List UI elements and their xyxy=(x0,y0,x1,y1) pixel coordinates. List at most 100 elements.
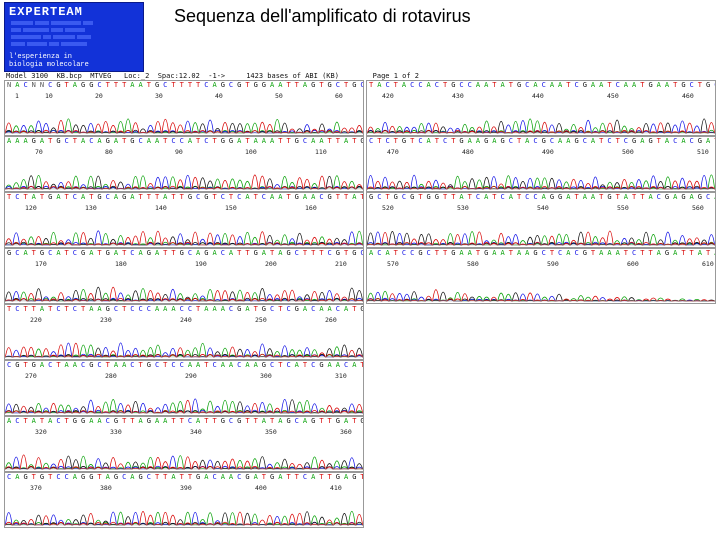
basecall-row: ACATCCGCTTGAATGAATAAGCTCACGTAAATCTTAGATT… xyxy=(367,249,715,260)
ruler-tick: 450 xyxy=(607,92,619,100)
ruler-tick: 160 xyxy=(305,204,317,212)
ruler: 570 580 590 600 610 xyxy=(367,260,715,267)
ruler: 320 330 340 350 360 xyxy=(5,428,363,435)
chroma-panel: AAAGATGCTACAGATGCAATCCATCTGGATAAATTGCAAT… xyxy=(4,136,364,192)
trace-svg xyxy=(5,211,363,247)
ruler-tick: 510 xyxy=(697,148,709,156)
ruler-tick: 180 xyxy=(115,260,127,268)
ruler-tick: 500 xyxy=(622,148,634,156)
ruler-tick: 370 xyxy=(30,484,42,492)
basecall-row: NACNNCGTAGGCTTTAATGCTTTTCAGCGTGGAATTAGTG… xyxy=(5,81,363,92)
ruler-tick: 470 xyxy=(387,148,399,156)
basecall-row: CAGTGTCCAGGTAGCAGCTTATTGACAACGATGATTCATT… xyxy=(5,473,363,484)
ruler-tick: 540 xyxy=(537,204,549,212)
ruler-tick: 230 xyxy=(100,316,112,324)
ruler-tick: 60 xyxy=(335,92,343,100)
ruler-tick: 610 xyxy=(702,260,714,268)
ruler-tick: 170 xyxy=(35,260,47,268)
chroma-panel: ACATCCGCTTGAATGAATAAGCTCACGTAAATCTTAGATT… xyxy=(366,248,716,304)
ruler-tick: 290 xyxy=(185,372,197,380)
chroma-panel: ACTATACTGGAACGTTAGAATTCATTGCGTTATAGCAGTT… xyxy=(4,416,364,472)
ruler-tick: 270 xyxy=(25,372,37,380)
ruler: 708090100110 xyxy=(5,148,363,155)
basecall-row: AAAGATGCTACAGATGCAATCCATCTGGATAAATTGCAAT… xyxy=(5,137,363,148)
logo-graphic xyxy=(11,21,137,46)
ruler-tick: 110 xyxy=(315,148,327,156)
ruler-tick: 10 xyxy=(45,92,53,100)
ruler-tick: 530 xyxy=(457,204,469,212)
ruler-tick: 580 xyxy=(467,260,479,268)
ruler-tick: 560 xyxy=(692,204,704,212)
ruler-tick: 30 xyxy=(155,92,163,100)
chroma-panel: CTCTGTCATCTGAAGAGCTACGCAAGCATCTCGAGTACAC… xyxy=(366,136,716,192)
ruler-tick: 490 xyxy=(542,148,554,156)
ruler-tick: 420 xyxy=(382,92,394,100)
chroma-panel: GCATGCATCGATGATCAGATTGCAGACATTGATAGCTTTC… xyxy=(4,248,364,304)
chroma-panel: GCTGCGTGGTTATCATCATCCAGGATAATGTATTACGAGA… xyxy=(366,192,716,248)
ruler-tick: 70 xyxy=(35,148,43,156)
ruler-tick: 410 xyxy=(330,484,342,492)
ruler-tick: 430 xyxy=(452,92,464,100)
ruler-tick: 40 xyxy=(215,92,223,100)
trace-svg xyxy=(367,267,715,303)
ruler-tick: 220 xyxy=(30,316,42,324)
ruler-tick: 140 xyxy=(155,204,167,212)
ruler-tick: 400 xyxy=(255,484,267,492)
ruler-tick: 200 xyxy=(265,260,277,268)
trace-svg xyxy=(367,211,715,247)
ruler-tick: 1 xyxy=(15,92,19,100)
chroma-panel: TACTACCACTGCCAATATGCACAATCGAATCAATGAATGC… xyxy=(366,80,716,136)
chroma-panel: CAGTGTCCAGGTAGCAGCTTATTGACAACGATGATTCATT… xyxy=(4,472,364,528)
logo: EXPERTEAM l'esperienza inbiologia moleco… xyxy=(4,2,144,72)
trace-svg xyxy=(5,323,363,359)
ruler: 170 180 190 200 210 xyxy=(5,260,363,267)
basecall-row: TACTACCACTGCCAATATGCACAATCGAATCAATGAATGC… xyxy=(367,81,715,92)
chroma-panel: TCTATGATCATGCAGATTTATTGCGTCTCATCAATGAACG… xyxy=(4,192,364,248)
basecall-row: CGTGACTAACGCTAACTGCTCCAATCAACAAGCTCATCGA… xyxy=(5,361,363,372)
chroma-panel: CGTGACTAACGCTAACTGCTCCAATCAACAAGCTCATCGA… xyxy=(4,360,364,416)
trace-svg xyxy=(5,267,363,303)
header: EXPERTEAM l'esperienza inbiologia moleco… xyxy=(0,0,720,72)
ruler-tick: 570 xyxy=(387,260,399,268)
chroma-panel: NACNNCGTAGGCTTTAATGCTTTTCAGCGTGGAATTAGTG… xyxy=(4,80,364,136)
ruler: 1 10 20 30 40 50 60 xyxy=(5,92,363,99)
basecall-row: GCTGCGTGGTTATCATCATCCAGGATAATGTATTACGAGA… xyxy=(367,193,715,204)
ruler: 370380390400410 xyxy=(5,484,363,491)
ruler-tick: 440 xyxy=(532,92,544,100)
ruler-tick: 330 xyxy=(110,428,122,436)
ruler: 270280290300310 xyxy=(5,372,363,379)
ruler: 120130140150160 xyxy=(5,204,363,211)
ruler-tick: 210 xyxy=(335,260,347,268)
ruler-tick: 310 xyxy=(335,372,347,380)
ruler-tick: 590 xyxy=(547,260,559,268)
ruler-tick: 360 xyxy=(340,428,352,436)
trace-svg xyxy=(5,435,363,471)
ruler-tick: 350 xyxy=(265,428,277,436)
ruler-tick: 50 xyxy=(275,92,283,100)
logo-text: EXPERTEAM xyxy=(9,5,139,19)
ruler-tick: 380 xyxy=(100,484,112,492)
ruler-tick: 320 xyxy=(35,428,47,436)
trace-svg xyxy=(5,379,363,415)
trace-svg xyxy=(5,99,363,135)
meta-line: Model 3100 KB.bcp MTVEG Loc:_2 Spac:12.0… xyxy=(0,72,720,80)
trace-svg xyxy=(5,491,363,527)
ruler-tick: 240 xyxy=(180,316,192,324)
ruler-tick: 600 xyxy=(627,260,639,268)
chroma-col-right: TACTACCACTGCCAATATGCACAATCGAATCAATGAATGC… xyxy=(366,80,716,304)
trace-svg xyxy=(367,155,715,191)
trace-svg xyxy=(5,155,363,191)
ruler-tick: 20 xyxy=(95,92,103,100)
ruler-tick: 460 xyxy=(682,92,694,100)
ruler-tick: 190 xyxy=(195,260,207,268)
basecall-row: CTCTGTCATCTGAAGAGCTACGCAAGCATCTCGAGTACAC… xyxy=(367,137,715,148)
ruler-tick: 260 xyxy=(325,316,337,324)
ruler-tick: 80 xyxy=(105,148,113,156)
ruler: 220230240250260 xyxy=(5,316,363,323)
ruler: 470480490500510 xyxy=(367,148,715,155)
ruler-tick: 100 xyxy=(245,148,257,156)
ruler-tick: 150 xyxy=(225,204,237,212)
ruler-tick: 280 xyxy=(105,372,117,380)
ruler-tick: 340 xyxy=(190,428,202,436)
basecall-row: GCATGCATCGATGATCAGATTGCAGACATTGATAGCTTTC… xyxy=(5,249,363,260)
